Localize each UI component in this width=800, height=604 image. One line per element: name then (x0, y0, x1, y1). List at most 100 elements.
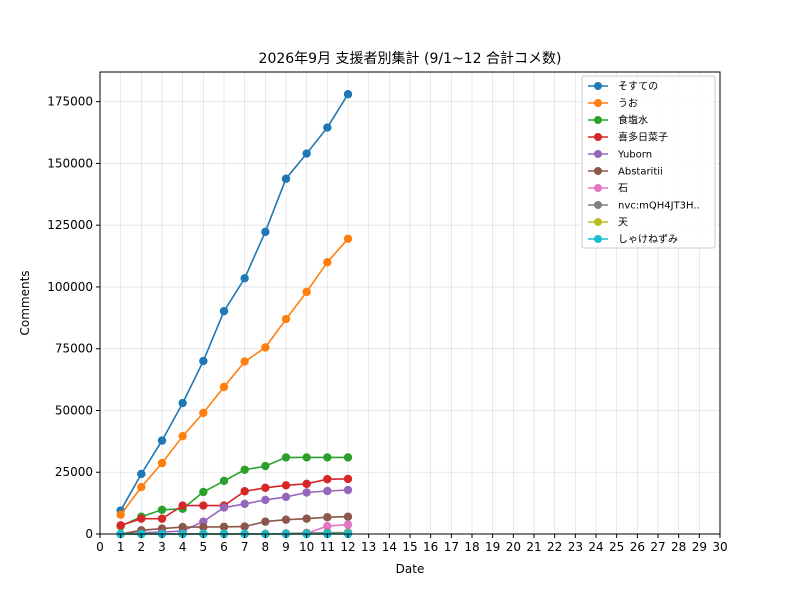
data-point (116, 521, 125, 530)
x-tick-label: 13 (361, 540, 376, 554)
y-tick-label: 25000 (55, 465, 93, 479)
legend-swatch-marker (594, 218, 602, 226)
data-point (261, 343, 270, 352)
data-point (137, 482, 146, 492)
series-0 (116, 90, 353, 515)
legend-swatch-marker (594, 184, 602, 192)
data-point (323, 258, 332, 267)
data-point (199, 501, 208, 510)
series-1 (116, 234, 353, 519)
legend-swatch-marker (594, 167, 602, 175)
data-point (281, 492, 291, 502)
data-point (343, 234, 353, 243)
x-tick-label: 28 (671, 540, 686, 554)
data-point (157, 436, 167, 445)
x-axis-ticks: 0 1 2 3 4 5 6 7 8 9 10 11 12 13 14 15 16 17 18 19 20 21 22 23 24… (96, 534, 728, 554)
data-point (281, 481, 291, 490)
legend-label: 天 (618, 218, 628, 229)
data-point (302, 479, 311, 489)
data-point (261, 517, 270, 526)
legend-item: Abstaritii (588, 167, 663, 178)
legend-item: Yuborn (588, 150, 652, 161)
data-point (219, 503, 229, 512)
legend-label: Abstaritii (618, 167, 663, 178)
y-tick-label: 125000 (47, 218, 93, 232)
legend-box (581, 75, 716, 249)
data-point (178, 431, 187, 441)
x-tick-label: 0 (96, 540, 104, 554)
x-tick-label: 8 (262, 540, 270, 554)
data-point (281, 314, 291, 324)
data-point (302, 514, 311, 523)
chart-title: 2026年9月 支援者別集計 (9/1~12 合計コメ数) (259, 50, 562, 67)
data-point (116, 510, 125, 519)
x-tick-label: 24 (588, 540, 603, 554)
data-point (261, 483, 270, 492)
data-point (323, 123, 332, 132)
data-point (302, 488, 311, 497)
data-point (323, 513, 332, 522)
x-tick-label: 22 (547, 540, 562, 554)
x-tick-label: 5 (200, 540, 208, 554)
series-line (120, 238, 349, 516)
x-tick-label: 21 (526, 540, 541, 554)
legend-label: しゃけねずみ (618, 234, 678, 246)
legend-label: 喜多日菜子 (618, 131, 668, 144)
data-point (219, 522, 229, 532)
legend-item: nvc:mQH4JT3H.. (588, 201, 700, 212)
x-tick-label: 16 (423, 540, 438, 554)
legend-item: 天 (588, 218, 628, 229)
data-point (302, 287, 311, 297)
data-point (302, 453, 311, 462)
data-point (261, 461, 270, 471)
legend-swatch-marker (594, 82, 602, 90)
data-point (240, 465, 249, 474)
data-point (157, 514, 167, 523)
data-point (281, 453, 291, 462)
y-axis-label: Comments (18, 270, 32, 335)
x-tick-label: 12 (340, 540, 355, 554)
x-tick-label: 23 (568, 540, 583, 554)
data-point (199, 487, 208, 497)
legend-item: 食塩水 (588, 114, 648, 127)
data-point (240, 357, 249, 366)
x-tick-label: 29 (692, 540, 707, 554)
y-tick-label: 150000 (47, 156, 93, 170)
x-tick-label: 1 (117, 540, 125, 554)
data-point (281, 515, 291, 524)
data-point (219, 382, 229, 392)
series-3 (116, 474, 353, 530)
legend-label: 食塩水 (618, 114, 648, 127)
legend-item: しゃけねずみ (588, 234, 678, 246)
legend-item: うお (588, 98, 638, 110)
data-point (178, 501, 187, 510)
legend-item: 石 (588, 184, 628, 195)
data-point (323, 474, 332, 484)
data-point (219, 476, 229, 486)
legend-label: そすての (618, 81, 658, 93)
data-point (219, 306, 229, 316)
data-point (137, 469, 146, 479)
data-point (343, 90, 353, 99)
legend-item: 喜多日菜子 (588, 131, 668, 144)
legend-label: nvc:mQH4JT3H.. (618, 201, 700, 212)
y-tick-label: 175000 (47, 95, 93, 109)
data-point (157, 505, 167, 514)
x-tick-label: 7 (241, 540, 249, 554)
data-point (343, 520, 353, 529)
x-tick-label: 26 (630, 540, 645, 554)
data-point (199, 356, 208, 366)
y-tick-label: 75000 (55, 342, 93, 356)
data-point (261, 495, 270, 505)
y-tick-label: 50000 (55, 403, 93, 417)
x-tick-label: 11 (320, 540, 335, 554)
x-tick-label: 10 (299, 540, 314, 554)
data-point (157, 458, 167, 468)
x-tick-label: 2 (138, 540, 146, 554)
data-point (178, 398, 187, 408)
data-point (343, 453, 353, 462)
series-line (120, 93, 349, 511)
